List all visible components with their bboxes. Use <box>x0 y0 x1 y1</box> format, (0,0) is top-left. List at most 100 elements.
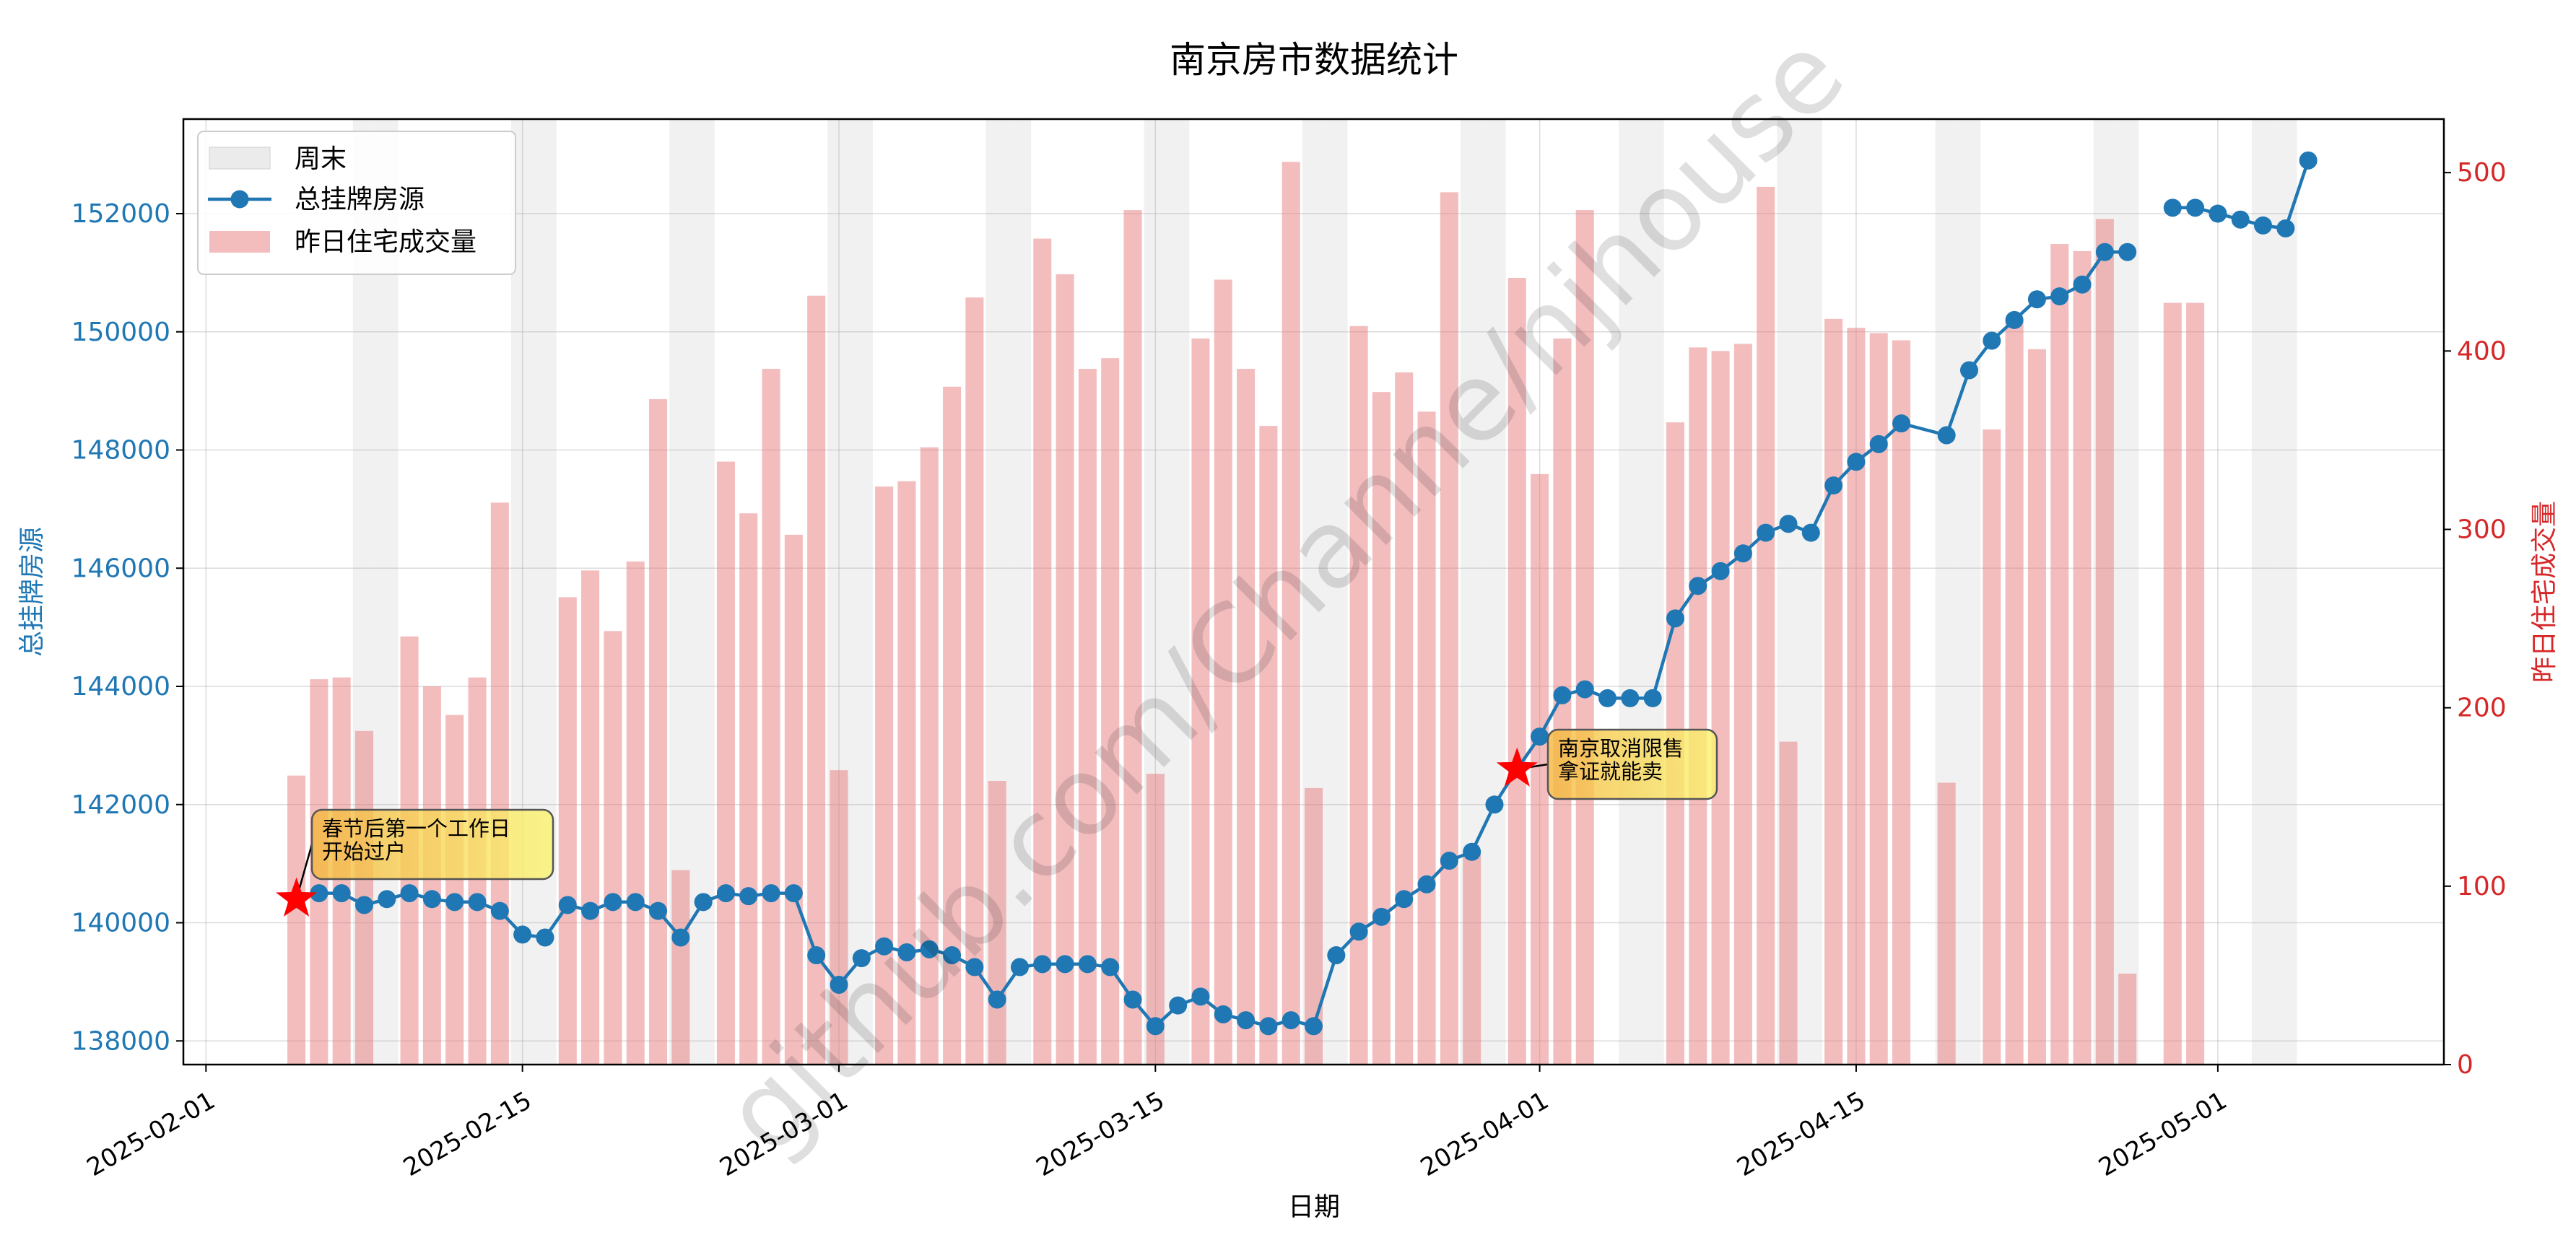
listings-point <box>1959 361 1978 380</box>
volume-bar <box>1711 351 1730 1065</box>
listings-point <box>739 887 758 906</box>
y-left-tick-label: 138000 <box>71 1026 170 1056</box>
weekend-band <box>1008 119 1032 1065</box>
listings-point <box>1101 958 1120 977</box>
listings-point <box>1327 946 1346 965</box>
listings-point <box>378 890 396 909</box>
listings-point <box>807 946 826 965</box>
listings-point <box>558 896 577 914</box>
listings-point <box>988 990 1006 1009</box>
volume-bar <box>2095 219 2114 1065</box>
volume-bar <box>1892 340 1911 1065</box>
weekend-band <box>534 119 557 1065</box>
volume-bar <box>626 561 645 1065</box>
volume-bar <box>1372 392 1391 1065</box>
listings-point <box>1801 523 1820 542</box>
y-left-tick-label: 148000 <box>71 436 170 466</box>
listings-point <box>445 893 464 912</box>
y-right-tick-label: 500 <box>2457 158 2507 188</box>
listings-point <box>581 901 600 920</box>
listings-point <box>649 901 668 920</box>
annotation-star-marker <box>1496 747 1538 787</box>
volume-bar <box>988 781 1006 1065</box>
volume-bar <box>2050 244 2069 1065</box>
volume-bar <box>875 486 894 1065</box>
annotation-box <box>1546 728 1718 800</box>
volume-bar <box>1191 338 1210 1065</box>
listings-point <box>2186 198 2205 217</box>
annotation-text: 开始过户 <box>322 839 406 864</box>
weekend-band <box>1483 119 1506 1065</box>
x-axis-label: 日期 <box>1288 1192 1340 1222</box>
y-left-tick-label: 152000 <box>71 199 170 229</box>
listings-point <box>2118 243 2137 261</box>
volume-bar <box>671 870 690 1065</box>
volume-bar <box>1983 429 2001 1065</box>
y-right-tick-label: 100 <box>2457 872 2507 901</box>
weekend-band <box>1619 119 1642 1065</box>
volume-bar <box>490 502 509 1065</box>
listings-point <box>1372 907 1391 926</box>
listings-point <box>1733 544 1752 563</box>
y-right-tick-label: 400 <box>2457 336 2507 366</box>
listings-point <box>1146 1017 1165 1036</box>
volume-bar <box>1056 274 1074 1065</box>
weekend-band <box>2116 119 2139 1065</box>
listings-point <box>400 884 419 903</box>
volume-bar <box>2118 973 2137 1065</box>
volume-bar <box>1757 186 1775 1065</box>
listings-point <box>1169 996 1188 1015</box>
volume-bar <box>830 770 848 1065</box>
volume-bar <box>784 534 803 1065</box>
y-left-tick-label: 146000 <box>71 554 170 583</box>
volume-bar <box>581 570 600 1065</box>
listings-point <box>2073 275 2092 294</box>
volume-bar <box>2163 302 2182 1065</box>
chart-title: 南京房市数据统计 <box>1170 39 1458 81</box>
listings-point <box>1078 955 1097 974</box>
legend-label: 昨日住宅成交量 <box>295 227 477 257</box>
listings-point <box>1598 689 1617 707</box>
listings-point <box>1485 795 1504 814</box>
legend-swatch-marker <box>230 190 249 209</box>
annotation-text: 春节后第一个工作日 <box>322 816 510 841</box>
volume-bar <box>1937 782 1956 1065</box>
volume-bar <box>1146 774 1165 1065</box>
listings-point <box>2027 290 2046 309</box>
listings-point <box>2299 151 2318 170</box>
volume-bar <box>1259 426 1278 1065</box>
volume-bar <box>2027 349 2046 1065</box>
volume-bar <box>739 513 758 1065</box>
listings-point <box>1349 922 1368 941</box>
listings-point <box>830 975 848 994</box>
listings-point <box>920 940 939 958</box>
listings-point <box>2276 219 2295 237</box>
volume-bar <box>920 447 939 1065</box>
listings-point <box>1575 680 1594 699</box>
listings-point <box>1305 1017 1323 1036</box>
volume-bar <box>604 631 622 1065</box>
listings-point <box>2163 198 2182 217</box>
y-right-tick-label: 300 <box>2457 515 2507 544</box>
listings-point <box>1666 609 1684 628</box>
volume-bar <box>897 481 916 1065</box>
volume-bar <box>2186 302 2205 1065</box>
y-right-tick-label: 200 <box>2457 694 2507 723</box>
volume-bar <box>1440 192 1458 1065</box>
listings-point <box>1757 523 1775 542</box>
volume-bar <box>1869 333 1888 1065</box>
listings-point <box>536 928 554 947</box>
listings-point <box>694 893 713 912</box>
listings-point <box>1983 331 2001 350</box>
listings-point <box>716 884 735 903</box>
listings-point <box>2095 243 2114 261</box>
y-axis-left-label: 总挂牌房源 <box>17 527 47 657</box>
listings-point <box>1553 686 1572 704</box>
listings-point <box>897 943 916 961</box>
legend-label: 周末 <box>295 144 347 174</box>
listings-point <box>1824 476 1843 495</box>
listings-point <box>1621 689 1640 707</box>
listings-point <box>1643 689 1662 707</box>
